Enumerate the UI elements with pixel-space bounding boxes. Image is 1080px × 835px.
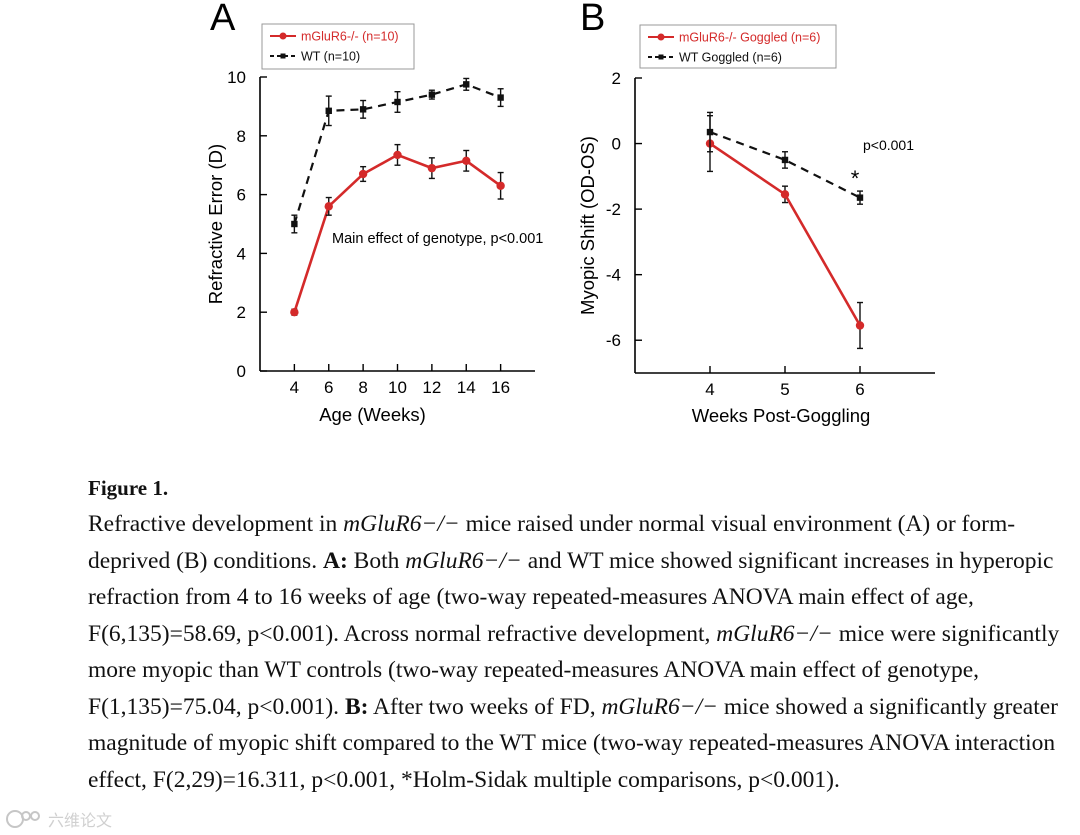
- x-tick-label: 4: [705, 380, 714, 399]
- data-point: [497, 94, 504, 101]
- y-tick-label: 2: [612, 69, 621, 88]
- watermark-text: 六维论文: [48, 811, 113, 830]
- figure-panels: A 0 2 4 6 8 10 4 6 8 10 12 14 16 Age (Weeks) Refractive…: [205, 0, 935, 426]
- annotation: *: [851, 166, 860, 191]
- y-axis-label: Myopic Shift (OD-OS): [577, 136, 598, 315]
- caption-label-b: B:: [344, 693, 369, 720]
- data-point: [291, 220, 298, 228]
- legend-marker: [658, 54, 664, 60]
- data-point: [428, 91, 436, 98]
- caption-body: Refractive development in mGluR6−/− mice…: [88, 506, 1063, 798]
- y-tick-label: -4: [606, 266, 621, 285]
- data-point: [359, 106, 367, 113]
- data-point: [706, 128, 714, 136]
- watermark-logo-icon: [6, 810, 40, 828]
- caption-label-a: A:: [322, 547, 348, 574]
- y-tick-label: 10: [227, 68, 246, 87]
- x-tick-label: 16: [491, 378, 510, 397]
- legend-marker: [657, 33, 665, 41]
- caption-text: Both: [347, 547, 406, 574]
- x-tick-label: 8: [358, 378, 367, 397]
- data-point: [358, 169, 368, 179]
- x-tick-label: 4: [290, 378, 299, 397]
- data-point: [324, 202, 333, 211]
- data-point: [462, 156, 471, 165]
- x-tick-label: 10: [388, 378, 407, 397]
- x-tick-label: 5: [780, 380, 789, 399]
- legend-marker: [280, 53, 286, 59]
- y-tick-label: 8: [237, 127, 246, 146]
- y-tick-label: 6: [237, 186, 246, 205]
- y-tick-label: -6: [606, 331, 621, 350]
- y-tick-label: 4: [237, 244, 246, 263]
- data-point: [290, 308, 299, 317]
- x-tick-label: 6: [855, 380, 864, 399]
- x-tick-label: 6: [324, 378, 333, 397]
- data-point: [427, 163, 437, 173]
- caption-text: and WT mice showed significant increases…: [88, 547, 1054, 647]
- data-point: [393, 150, 402, 160]
- legend-label: mGluR6-/- (n=10): [301, 30, 399, 44]
- data-point: [855, 321, 865, 330]
- y-tick-label: 0: [612, 135, 621, 154]
- panel-label: B: [580, 0, 605, 39]
- caption-title: Figure 1.: [88, 476, 169, 500]
- x-tick-label: 12: [422, 378, 441, 397]
- y-tick-label: 0: [237, 362, 246, 381]
- data-point: [325, 107, 332, 115]
- x-axis-label: Age (Weeks): [319, 404, 426, 425]
- caption-gene: mGluR6−/−: [405, 547, 522, 574]
- legend-box: [261, 23, 415, 70]
- y-axis-label: Refractive Error (D): [205, 144, 226, 304]
- legend-box: [639, 24, 837, 69]
- annotation: Main effect of genotype, p<0.001: [332, 231, 543, 247]
- caption-text: Refractive development in: [88, 511, 344, 537]
- data-point: [856, 194, 864, 201]
- x-tick-label: 14: [457, 378, 476, 397]
- caption-text: mice raised under normal visual environm…: [88, 511, 1016, 574]
- caption-text: mice showed a significantly greater magn…: [88, 693, 1059, 793]
- legend-marker: [279, 32, 287, 40]
- caption-text: mice were significantly more myopic than…: [88, 620, 1060, 720]
- watermark: 六维论文: [4, 806, 154, 832]
- series-line: [709, 142, 862, 327]
- legend-label: mGluR6-/- Goggled (n=6): [679, 31, 820, 45]
- data-point: [496, 181, 505, 190]
- panel-label: A: [210, 0, 236, 39]
- y-tick-label: -2: [606, 200, 621, 219]
- data-point: [781, 156, 789, 164]
- x-axis-label: Weeks Post-Goggling: [692, 405, 871, 426]
- annotation: p<0.001: [863, 137, 914, 153]
- data-point: [394, 98, 401, 106]
- caption-gene: mGluR6−/−: [343, 511, 460, 537]
- legend-label: WT Goggled (n=6): [679, 51, 782, 65]
- caption-gene: mGluR6−/−: [716, 620, 833, 647]
- data-point: [780, 190, 790, 199]
- data-point: [463, 81, 470, 88]
- caption-text: After two weeks of FD,: [368, 693, 602, 720]
- caption-gene: mGluR6−/−: [601, 693, 719, 720]
- figure-caption: Figure 1. Refractive development in mGlu…: [88, 472, 1063, 798]
- legend-label: WT (n=10): [301, 50, 360, 64]
- y-tick-label: 2: [237, 303, 246, 322]
